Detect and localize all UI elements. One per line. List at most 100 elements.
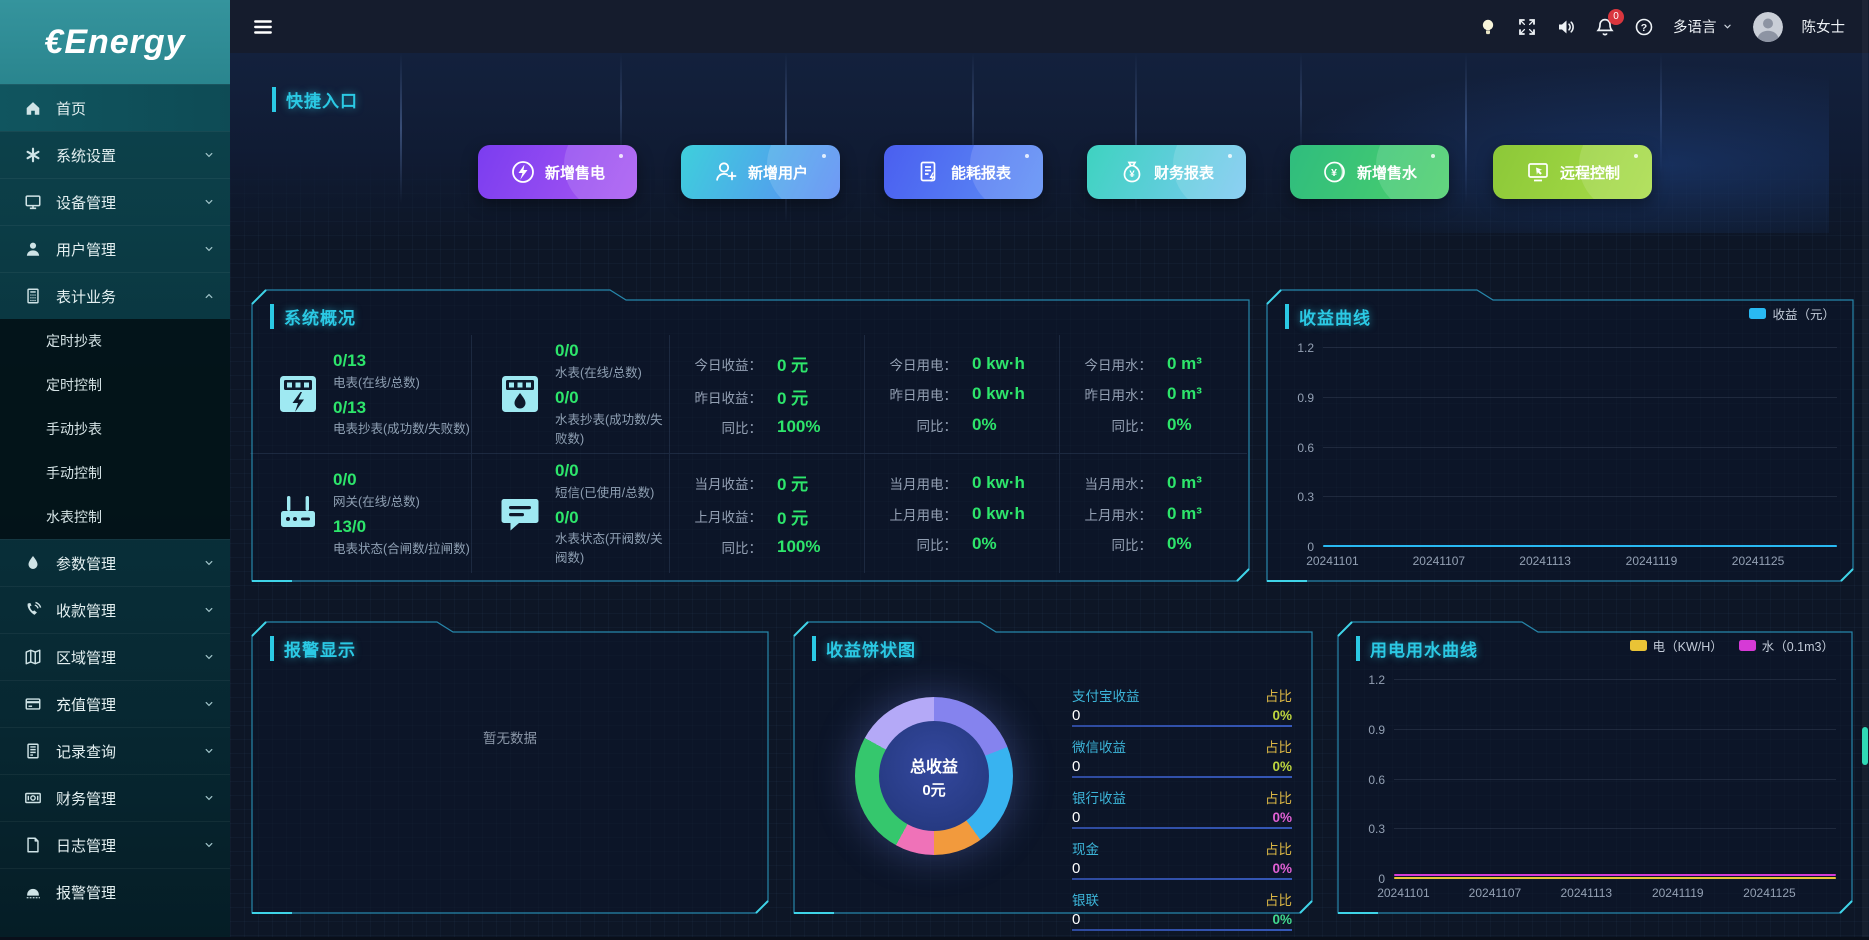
sidebar-item-alarm-mgmt[interactable]: 报警管理	[0, 868, 230, 915]
phone-icon	[24, 601, 42, 619]
sidebar-item-recharge-mgmt[interactable]: 充值管理	[0, 680, 230, 727]
meter-label: 电表抄表(成功数/失败数)	[333, 422, 470, 437]
pie-row-ratio-label: 占比	[1265, 689, 1292, 704]
language-selector[interactable]: 多语言	[1673, 16, 1734, 37]
chevron-down-icon	[202, 195, 216, 209]
y-axis-tick: 0	[1378, 872, 1385, 886]
energy-report-button[interactable]: 能耗报表	[884, 145, 1043, 199]
chevron-down-icon	[202, 556, 216, 570]
x-axis-tick: 20241101	[1306, 554, 1359, 568]
legend-item[interactable]: 水（0.1m3）	[1738, 636, 1834, 655]
money-icon	[24, 789, 42, 807]
y-axis-tick: 0.9	[1368, 722, 1385, 737]
pie-row-value: 0	[1072, 911, 1081, 928]
stat-value: 0 元	[777, 356, 809, 375]
topbar: 0 ? 多语言 陈女士	[230, 0, 1869, 53]
user-name: 陈女士	[1801, 20, 1846, 36]
stat-value: 0 m³	[1167, 503, 1202, 523]
sidebar-item-finance-mgmt[interactable]: 财务管理	[0, 774, 230, 821]
scrollbar[interactable]	[1862, 727, 1868, 765]
fullscreen-icon[interactable]	[1517, 17, 1537, 37]
chart-plot-area: 0 0.3 0.6 0.9 1.2 20241101 20241107 20241113 202…	[1297, 341, 1837, 568]
overview-stat-column: 今日用电： 0 kw·h 昨日用电： 0 kw·h 同比： 0%	[865, 335, 1060, 454]
quick-entry-buttons: 新增售电 新增用户 能耗报表 ¥ 财务报表 ¥ 新增售水 远程控制	[478, 145, 1652, 199]
sidebar-item-collection-mgmt[interactable]: 收款管理	[0, 586, 230, 633]
add-electricity-sale-button[interactable]: 新增售电	[478, 145, 637, 199]
sidebar-item-meter-business[interactable]: 表计业务	[0, 272, 230, 319]
svg-text:¥: ¥	[1331, 167, 1337, 179]
gridline	[1323, 446, 1837, 448]
quick-button-label: 能耗报表	[950, 164, 1011, 182]
stat-value: 0 元	[777, 508, 809, 528]
quick-button-label: 新增用户	[747, 164, 808, 182]
legend-item[interactable]: 收益（元）	[1749, 304, 1835, 323]
overview-stat-column: 当月用水： 0 m³ 上月用水： 0 m³ 同比： 0%	[1060, 454, 1247, 573]
meter-label: 网关(在线/总数)	[333, 495, 420, 509]
overview-stat-column: 今日用水： 0 m³ 昨日用水： 0 m³ 同比： 0%	[1060, 335, 1247, 454]
overview-meter-cell: 0/13 电表(在线/总数) 0/13 电表抄表(成功数/失败数)	[250, 335, 472, 454]
notification-badge: 0	[1608, 8, 1624, 25]
stat-label: 当月收益：	[694, 476, 763, 492]
system-overview-panel: 系统概况 0/13 电表(在线/总数) 0/13 电表抄表(成功数/失败数) 0/0 水表…	[250, 288, 1251, 583]
usage-curve-panel: 用电用水曲线 电（KW/H） 水（0.1m3） 0 0.3 0.6 0.9 1.2 20241…	[1336, 620, 1854, 915]
log-icon	[24, 836, 42, 854]
meter-label: 短信(已使用/总数)	[555, 485, 655, 500]
finance-report-button[interactable]: ¥ 财务报表	[1087, 145, 1246, 199]
pie-row-ratio-label: 占比	[1265, 740, 1292, 755]
stat-row: 上月收益： 0 元	[670, 504, 864, 529]
sidebar-subitem-manual-control[interactable]: 手动控制	[46, 465, 102, 481]
sidebar-item-user-mgmt[interactable]: 用户管理	[0, 225, 230, 272]
pie-row-ratio-value: 0%	[1272, 912, 1292, 927]
overview-stat-column: 当月收益： 0 元上月收益： 0 元同比： 100%	[670, 454, 865, 573]
stat-row: 昨日收益： 0 元	[670, 384, 864, 409]
remote-control-button[interactable]: 远程控制	[1493, 145, 1652, 199]
revenue-pie-body: 总收益 0元 支付宝收益 占比 0 0% 微信收益 占比 0 0% 银行收益 占比 0 0% 现金 占比 0…	[792, 671, 1314, 940]
gridline	[1394, 728, 1836, 730]
sidebar-item-device-mgmt[interactable]: 设备管理	[0, 178, 230, 225]
chevron-down-icon	[202, 650, 216, 664]
stat-value: 0 m³	[1167, 353, 1202, 373]
pie-list-row: 银联 占比 0 0%	[1072, 889, 1292, 931]
bulb-icon[interactable]	[1478, 17, 1498, 37]
meter-value: 0/0	[555, 460, 579, 480]
series-line-1	[1394, 877, 1836, 879]
record-icon	[24, 742, 42, 760]
add-user-button[interactable]: 新增用户	[681, 145, 840, 199]
sidebar-item-region-mgmt[interactable]: 区域管理	[0, 633, 230, 680]
meter-label: 电表(在线/总数)	[333, 375, 420, 390]
pie-row-value: 0	[1072, 860, 1081, 877]
help-icon[interactable]: ?	[1634, 17, 1654, 37]
stat-row: 同比： 0%	[865, 534, 1059, 554]
sidebar-item-home[interactable]: 首页	[0, 84, 230, 131]
pie-row-ratio-value: 0%	[1272, 861, 1292, 876]
sidebar-item-label: 参数管理	[56, 555, 117, 573]
quick-entry-section: 快捷入口 新增售电 新增用户 能耗报表 ¥ 财务报表 ¥ 新增售水 远程控制	[250, 53, 1855, 288]
stat-label: 今日用电：	[889, 357, 958, 373]
meter-label: 水表状态(开阀数/关阀数)	[555, 532, 663, 566]
sidebar-item-param-mgmt[interactable]: 参数管理	[0, 539, 230, 586]
notifications-bell-icon[interactable]: 0	[1595, 8, 1624, 37]
hamburger-menu-icon[interactable]	[252, 16, 274, 38]
sidebar-subitem-water-meter-control[interactable]: 水表控制	[46, 509, 102, 525]
sidebar-subitem-manual-reading[interactable]: 手动抄表	[46, 421, 102, 437]
sidebar-subitem-scheduled-reading[interactable]: 定时抄表	[46, 333, 102, 349]
sidebar-subitem-scheduled-control[interactable]: 定时控制	[46, 377, 102, 393]
user-icon	[24, 240, 42, 258]
overview-stat-column: 当月用电： 0 kw·h 上月用电： 0 kw·h 同比： 0%	[865, 454, 1060, 573]
monitor-icon	[24, 193, 42, 211]
avatar[interactable]	[1752, 11, 1783, 42]
meter-label: 水表抄表(成功数/失败数)	[555, 412, 663, 446]
add-water-sale-button[interactable]: ¥ 新增售水	[1290, 145, 1449, 199]
sidebar-item-system-settings[interactable]: 系统设置	[0, 131, 230, 178]
sidebar-item-label: 充值管理	[56, 696, 117, 714]
donut-center-value: 0元	[922, 781, 946, 799]
sidebar-item-record-query[interactable]: 记录查询	[0, 727, 230, 774]
stat-label: 上月收益：	[694, 510, 763, 525]
speaker-icon[interactable]	[1556, 17, 1576, 37]
stat-label: 当月用电：	[889, 476, 958, 492]
language-label: 多语言	[1673, 20, 1717, 36]
sidebar-item-log-mgmt[interactable]: 日志管理	[0, 821, 230, 868]
legend-item[interactable]: 电（KW/H）	[1629, 636, 1723, 655]
legend-swatch	[1738, 640, 1756, 651]
stat-label: 昨日用电：	[889, 388, 958, 403]
